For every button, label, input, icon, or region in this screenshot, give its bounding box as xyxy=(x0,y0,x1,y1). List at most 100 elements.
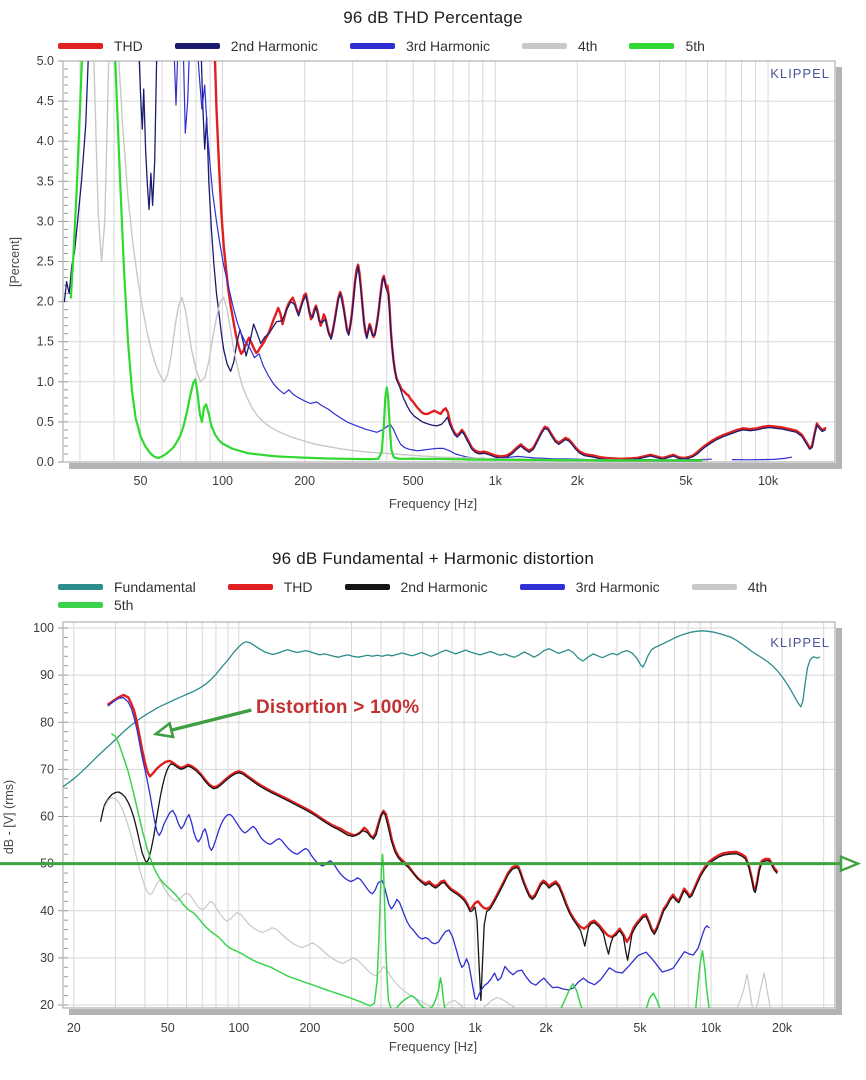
svg-text:0.5: 0.5 xyxy=(37,415,54,429)
x-axis-label: Frequency [Hz] xyxy=(388,1039,478,1054)
series-2nd-harmonic xyxy=(200,61,826,461)
legend-item-2nd-harmonic: 2nd Harmonic xyxy=(174,37,318,54)
svg-text:100: 100 xyxy=(228,1021,249,1035)
svg-text:4.5: 4.5 xyxy=(37,94,54,108)
series-2nd-harmonic xyxy=(100,763,778,1001)
series-fundamental xyxy=(63,630,821,788)
series-4th xyxy=(736,972,772,1008)
legend-label: THD xyxy=(283,578,313,595)
annotation-arrow xyxy=(152,708,252,739)
series-5th xyxy=(560,983,583,1008)
legend-swatch xyxy=(58,42,103,49)
svg-text:2.5: 2.5 xyxy=(37,255,54,269)
legend-swatch xyxy=(174,42,220,49)
svg-text:20: 20 xyxy=(67,1021,81,1035)
klippel-watermark: KLIPPEL xyxy=(770,635,830,650)
series-5th xyxy=(695,950,710,1008)
legend-row: THD 2nd Harmonic 3rd Harmonic 4th 5th xyxy=(58,37,705,54)
legend-swatch xyxy=(521,42,567,49)
svg-text:2.0: 2.0 xyxy=(37,295,54,309)
svg-text:3.0: 3.0 xyxy=(37,214,54,228)
legend-item-thd: THD xyxy=(58,38,143,54)
svg-text:1.5: 1.5 xyxy=(37,335,54,349)
svg-text:200: 200 xyxy=(294,474,315,488)
series-3rd-harmonic xyxy=(197,61,712,461)
svg-text:20: 20 xyxy=(40,998,54,1012)
legend-item-thd: THD xyxy=(227,578,313,595)
svg-text:50: 50 xyxy=(161,1021,175,1035)
svg-text:200: 200 xyxy=(299,1021,320,1035)
svg-text:1k: 1k xyxy=(468,1021,482,1035)
series-thd xyxy=(107,693,779,944)
klippel-watermark: KLIPPEL xyxy=(770,66,830,81)
svg-text:90: 90 xyxy=(40,668,54,682)
legend-row: Fundamental THD 2nd Harmonic 3rd Harmonic 4t… xyxy=(58,578,768,595)
legend-label: 3rd Harmonic xyxy=(575,578,660,595)
x-axis-label: Frequency [Hz] xyxy=(388,496,478,511)
series-3rd-harmonic xyxy=(731,456,793,461)
legend-label: 5th xyxy=(685,37,705,54)
legend: THD 2nd Harmonic 3rd Harmonic 4th 5th xyxy=(58,37,705,54)
svg-text:4.0: 4.0 xyxy=(37,134,54,148)
svg-text:500: 500 xyxy=(403,474,424,488)
legend-item-5th: 5th xyxy=(629,37,705,54)
legend-label: Fundamental xyxy=(114,578,196,595)
legend-swatch xyxy=(629,42,675,49)
legend-swatch xyxy=(58,583,103,590)
series-5th xyxy=(69,61,83,299)
legend-swatch xyxy=(691,583,737,590)
legend-label: 5th xyxy=(114,596,134,613)
legend-row: 5th xyxy=(58,597,767,613)
legend-item-3rd-harmonic: 3rd Harmonic xyxy=(349,38,490,54)
series-4th xyxy=(93,61,110,263)
chart-title: 96 dB THD Percentage xyxy=(343,8,523,27)
legend-item-5th: 5th xyxy=(58,597,133,613)
svg-text:20k: 20k xyxy=(772,1021,793,1035)
svg-text:500: 500 xyxy=(393,1021,414,1035)
legend-item-fundamental: Fundamental xyxy=(58,579,196,595)
distortion-annotation: Distortion > 100% xyxy=(256,697,420,718)
svg-text:70: 70 xyxy=(40,762,54,776)
legend-label: THD xyxy=(114,37,143,54)
legend-label: 4th xyxy=(747,578,768,595)
svg-text:10k: 10k xyxy=(701,1021,722,1035)
svg-text:100: 100 xyxy=(33,621,54,635)
legend: Fundamental THD 2nd Harmonic 3rd Harmonic 4t… xyxy=(58,578,768,613)
plot-border xyxy=(62,621,836,1009)
svg-text:10k: 10k xyxy=(758,474,779,488)
legend-swatch xyxy=(519,583,565,590)
legend-label: 2nd Harmonic xyxy=(230,37,318,54)
fundamental-distortion-chart: 20 30 40 50 60 70 80 90 100 20 50 100 200 500 1k 2k 5k 10… xyxy=(0,535,866,1080)
y-axis-label: [Percent] xyxy=(8,236,22,288)
series-2nd-harmonic xyxy=(138,61,158,211)
thd-percentage-plot: 0.0 0.5 1.0 1.5 2.0 2.5 3.0 3.5 4.0 4.5 5.0 50 100 20… xyxy=(37,54,842,488)
svg-text:80: 80 xyxy=(40,715,54,729)
legend-swatch xyxy=(344,583,390,590)
legend-item-3rd-harmonic: 3rd Harmonic xyxy=(519,578,660,595)
series xyxy=(63,630,821,1008)
y-axis-label: dB - [V] (rms) xyxy=(2,779,16,855)
series-5th xyxy=(111,733,446,1008)
legend-swatch xyxy=(58,601,103,608)
minor-ticks xyxy=(64,627,68,1006)
legend-item-2nd-harmonic: 2nd Harmonic xyxy=(344,579,488,595)
legend-label: 4th xyxy=(577,37,598,54)
grid xyxy=(63,622,835,1008)
tick-labels: 0.0 0.5 1.0 1.5 2.0 2.5 3.0 3.5 4.0 4.5 5.0 50 100 20… xyxy=(37,54,779,488)
svg-text:2k: 2k xyxy=(539,1021,553,1035)
svg-text:40: 40 xyxy=(40,904,54,918)
svg-text:100: 100 xyxy=(212,474,233,488)
series-5th xyxy=(114,61,703,462)
svg-text:1k: 1k xyxy=(489,474,503,488)
svg-text:30: 30 xyxy=(40,951,54,965)
svg-text:2k: 2k xyxy=(571,474,585,488)
plot-area xyxy=(63,622,835,1008)
series-3rd-harmonic xyxy=(173,61,179,106)
svg-text:3.5: 3.5 xyxy=(37,174,54,188)
legend-swatch xyxy=(349,42,395,49)
svg-text:1.0: 1.0 xyxy=(37,375,54,389)
thd-percentage-chart: 0.0 0.5 1.0 1.5 2.0 2.5 3.0 3.5 4.0 4.5 5.0 50 100 20… xyxy=(0,0,866,535)
